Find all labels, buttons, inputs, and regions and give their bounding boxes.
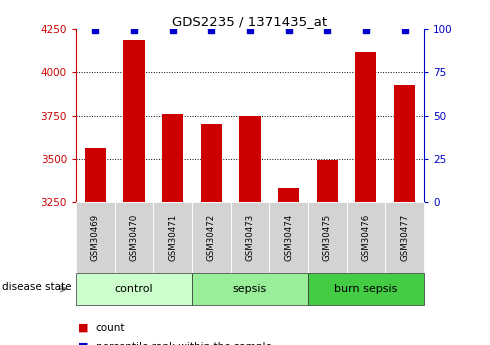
Text: ■: ■	[78, 342, 89, 345]
Title: GDS2235 / 1371435_at: GDS2235 / 1371435_at	[172, 15, 327, 28]
Text: disease state: disease state	[2, 282, 72, 292]
Bar	[278, 188, 299, 202]
Text: GSM30471: GSM30471	[168, 214, 177, 261]
Text: sepsis: sepsis	[233, 284, 267, 294]
Text: control: control	[115, 284, 153, 294]
Bar	[123, 40, 145, 202]
Text: GSM30475: GSM30475	[323, 214, 332, 261]
Text: GSM30469: GSM30469	[91, 214, 100, 261]
Text: ■: ■	[78, 323, 89, 333]
Bar	[239, 116, 261, 202]
Bar	[85, 148, 106, 202]
Bar	[394, 85, 415, 202]
Text: GSM30473: GSM30473	[245, 214, 254, 261]
Text: GSM30470: GSM30470	[129, 214, 139, 261]
Text: GSM30477: GSM30477	[400, 214, 409, 261]
Text: GSM30474: GSM30474	[284, 214, 293, 261]
Text: percentile rank within the sample: percentile rank within the sample	[96, 342, 271, 345]
Bar	[355, 52, 376, 202]
Text: count: count	[96, 323, 125, 333]
Bar	[200, 124, 222, 202]
Bar	[317, 160, 338, 202]
Text: burn sepsis: burn sepsis	[334, 284, 397, 294]
Bar	[162, 114, 183, 202]
Text: GSM30472: GSM30472	[207, 214, 216, 261]
Text: GSM30476: GSM30476	[361, 214, 370, 261]
